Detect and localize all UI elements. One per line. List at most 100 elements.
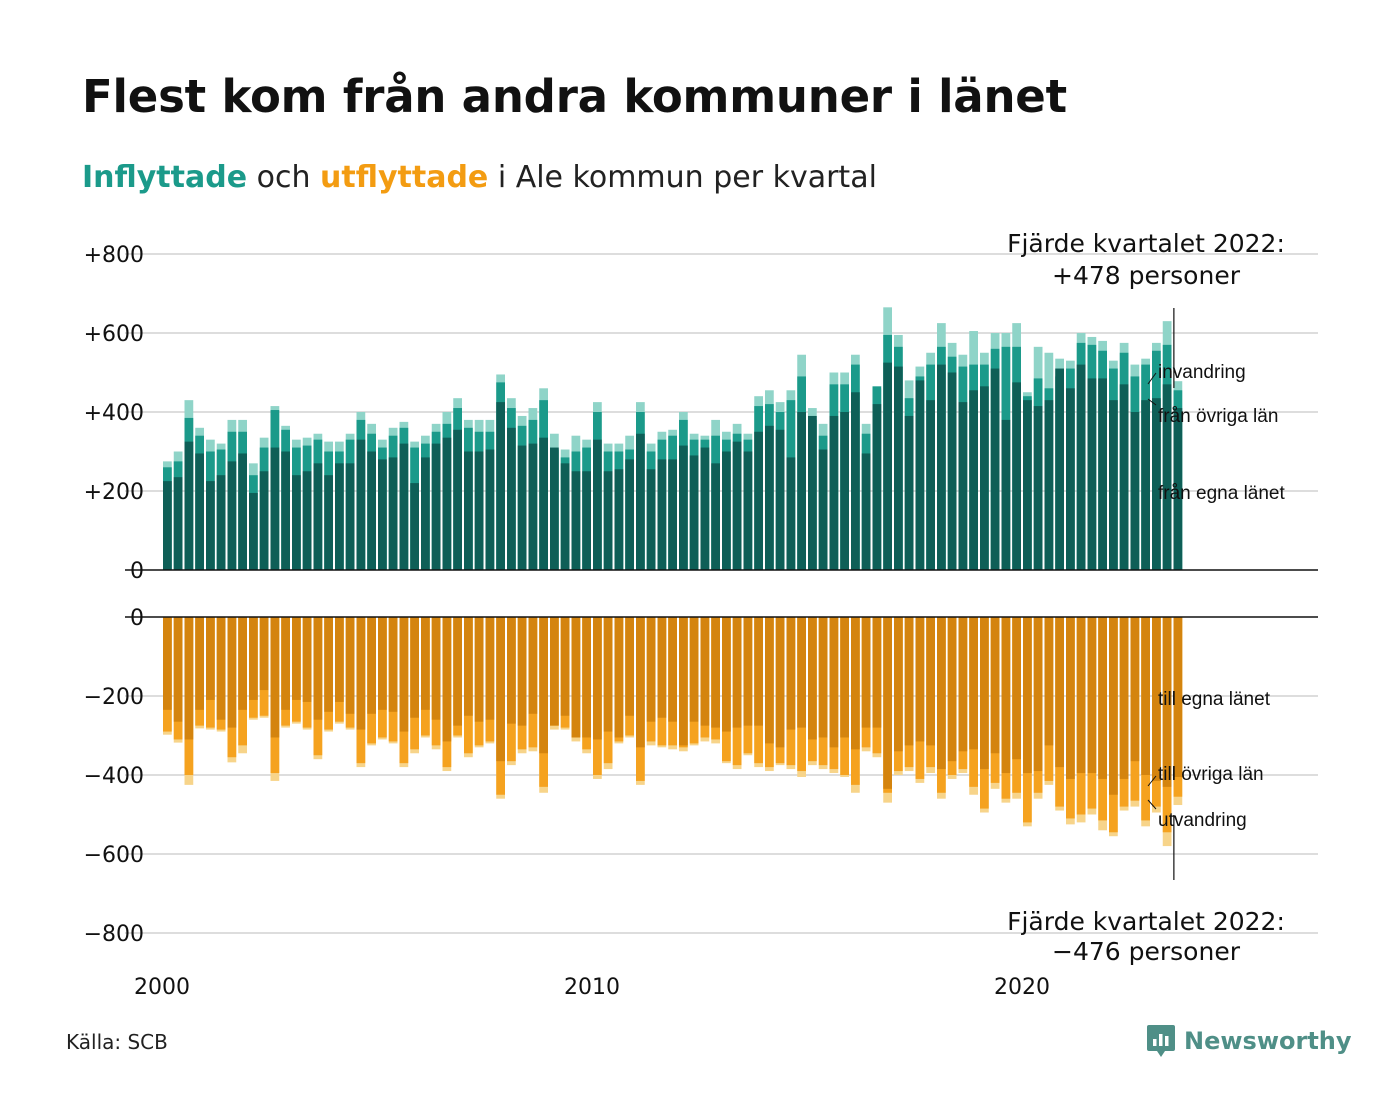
bar-till-egna-lanet (937, 617, 946, 770)
bar-fran-egna-lanet (765, 425, 774, 570)
bar-fran-egna-lanet (958, 402, 968, 570)
bar-till-egna-lanet (915, 617, 925, 742)
bar-fran-egna-lanet (1152, 398, 1161, 570)
subtitle-och: och (256, 160, 311, 195)
bar-fran-egna-lanet (227, 461, 237, 570)
migration-bar-chart: +800 +600 +400 +200 0 0 −200 −400 −600 −800 2000 20… (84, 229, 1318, 1000)
bar-fran-egna-lanet (410, 483, 419, 570)
bar-till-egna-lanet (216, 617, 226, 720)
bar-till-egna-lanet (1023, 617, 1032, 774)
bar-fran-egna-lanet (464, 451, 473, 570)
pointer-till-ovriga-lan (1147, 775, 1157, 787)
bar-fran-egna-lanet (861, 453, 871, 570)
bar-till-egna-lanet (1055, 617, 1064, 768)
bar-fran-egna-lanet (507, 427, 516, 570)
bar-fran-egna-lanet (335, 463, 344, 570)
bar-fran-egna-lanet (1044, 400, 1054, 570)
bar-till-egna-lanet (732, 617, 742, 728)
bar-till-egna-lanet (668, 617, 677, 722)
bar-fran-egna-lanet (883, 362, 892, 570)
bar-till-egna-lanet (249, 617, 258, 700)
bar-till-egna-lanet (410, 617, 419, 718)
bar-fran-egna-lanet (1066, 388, 1075, 570)
bar-fran-egna-lanet (163, 481, 172, 570)
bar-fran-egna-lanet (453, 429, 462, 570)
bar-fran-egna-lanet (1033, 406, 1043, 570)
bar-till-egna-lanet (840, 617, 849, 738)
bar-fran-egna-lanet (947, 372, 957, 570)
bar-fran-egna-lanet (539, 437, 548, 570)
bar-till-egna-lanet (679, 617, 688, 746)
subtitle-utflyttade: utflyttade (320, 160, 489, 195)
x-tick-label: 2020 (994, 975, 1050, 1000)
bar-fran-egna-lanet (679, 445, 688, 570)
bar-till-egna-lanet (657, 617, 667, 718)
bar-fran-egna-lanet (937, 364, 946, 570)
bar-fran-egna-lanet (775, 429, 785, 570)
bar-fran-egna-lanet (797, 412, 806, 570)
bar-fran-egna-lanet (571, 471, 581, 570)
bar-till-egna-lanet (496, 617, 505, 762)
source-note: Källa: SCB (66, 1030, 168, 1054)
bar-till-egna-lanet (689, 617, 699, 722)
bar-till-egna-lanet (603, 617, 613, 732)
bar-till-egna-lanet (281, 617, 290, 710)
bar-fran-egna-lanet (1109, 400, 1118, 570)
series-label-upper: från övriga län (1158, 406, 1278, 427)
bar-till-egna-lanet (872, 617, 882, 728)
bar-till-egna-lanet (775, 617, 785, 748)
bar-fran-egna-lanet (206, 481, 215, 570)
bar-till-egna-lanet (539, 617, 548, 754)
bar-till-egna-lanet (399, 617, 409, 732)
bar-till-egna-lanet (883, 617, 892, 789)
bar-fran-egna-lanet (1055, 368, 1064, 570)
bar-fran-egna-lanet (324, 475, 333, 570)
chart-subtitle: Inflyttade och utflyttade i Ale kommun p… (82, 160, 877, 195)
bar-till-egna-lanet (969, 617, 978, 750)
bar-till-egna-lanet (238, 617, 247, 710)
pointer-utvandring (1147, 799, 1157, 810)
newsworthy-logo: Newsworthy (1146, 1024, 1352, 1058)
bar-till-egna-lanet (378, 617, 387, 710)
bar-fran-egna-lanet (238, 453, 247, 570)
bar-fran-egna-lanet (818, 449, 828, 570)
bar-till-egna-lanet (302, 617, 312, 702)
bar-till-egna-lanet (1173, 617, 1183, 777)
bar-till-egna-lanet (1001, 617, 1011, 774)
bar-till-egna-lanet (292, 617, 301, 700)
bar-till-egna-lanet (614, 617, 624, 738)
bar-fran-egna-lanet (851, 392, 860, 570)
bar-till-egna-lanet (1162, 617, 1172, 787)
bar-fran-egna-lanet (754, 431, 763, 570)
bar-till-egna-lanet (1098, 617, 1107, 779)
bar-fran-egna-lanet (421, 457, 430, 570)
bar-fran-egna-lanet (711, 463, 720, 570)
bar-fran-egna-lanet (302, 471, 312, 570)
bar-till-egna-lanet (324, 617, 333, 712)
bar-fran-egna-lanet (431, 443, 441, 570)
lower-y-tick-label: −600 (84, 843, 144, 868)
bar-fran-egna-lanet (173, 477, 183, 570)
bar-till-egna-lanet (754, 617, 763, 726)
upper-y-tick-label: +600 (84, 322, 144, 347)
bar-fran-egna-lanet (915, 380, 925, 570)
bar-fran-egna-lanet (216, 475, 226, 570)
bar-till-egna-lanet (356, 617, 366, 730)
series-label-lower: utvandring (1158, 810, 1247, 831)
bar-till-egna-lanet (625, 617, 634, 716)
bar-till-egna-lanet (431, 617, 441, 720)
bar-till-egna-lanet (313, 617, 323, 720)
bar-fran-egna-lanet (732, 441, 742, 570)
bar-till-egna-lanet (335, 617, 344, 702)
bar-till-egna-lanet (593, 617, 602, 740)
bar-fran-egna-lanet (722, 451, 731, 570)
subtitle-inflyttade: Inflyttade (82, 160, 248, 195)
bar-till-egna-lanet (206, 617, 215, 700)
bar-till-egna-lanet (388, 617, 398, 712)
bar-till-egna-lanet (1109, 617, 1118, 795)
lower-y-tick-label: −200 (84, 685, 144, 710)
bar-till-egna-lanet (990, 617, 1000, 754)
subtitle-rest: i Ale kommun per kvartal (497, 160, 877, 195)
bar-fran-egna-lanet (313, 463, 323, 570)
bar-fran-egna-lanet (345, 463, 355, 570)
